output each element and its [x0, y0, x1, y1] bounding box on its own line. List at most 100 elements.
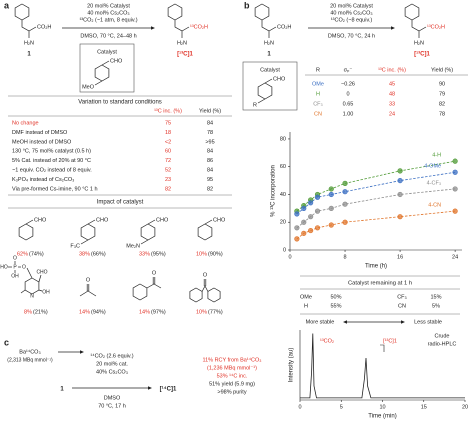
cell: 5%: [432, 303, 440, 309]
bond: [25, 219, 34, 225]
x-tick-label: 0: [288, 254, 291, 260]
x-axis-label: Time (h): [365, 264, 387, 270]
ring: [18, 223, 34, 241]
label: Impact of catalyst: [97, 200, 144, 206]
marker: [294, 225, 300, 231]
annotation: ¹³CO₂: [320, 338, 334, 344]
legend-label: 4-CN: [428, 203, 441, 209]
cell: CN: [398, 303, 406, 309]
label: OH: [11, 273, 19, 279]
bond: [79, 290, 97, 297]
bond: [146, 283, 162, 289]
ring: [257, 82, 273, 100]
marker: [314, 194, 321, 200]
label: Less stable: [414, 319, 442, 325]
bond: [264, 78, 273, 84]
cell: 86: [207, 158, 213, 164]
label: DMSO, 70 °C, 24 h: [328, 33, 375, 39]
label: Yield (%): [199, 108, 221, 114]
cell: 130 °C, 75 mol% catalyst (0.5 h): [12, 149, 91, 155]
x-tick-label: 20: [462, 404, 468, 410]
arrow-head: [391, 26, 395, 30]
label: O: [13, 255, 17, 261]
marker: [314, 208, 321, 214]
label: CHO: [110, 58, 123, 64]
y-tick-label: 40: [280, 192, 286, 198]
label: 20 mol% cat.: [96, 361, 128, 367]
label: ¹⁴CO₂ (2.6 equiv.): [90, 352, 133, 359]
cell: 84: [207, 167, 213, 173]
label: CHO: [96, 217, 109, 223]
label: 20 mol% Catalyst: [87, 3, 130, 9]
marker: [342, 189, 348, 195]
label: >98% purity: [217, 389, 246, 395]
cell: 78: [439, 111, 445, 117]
label: 40 mol% Cs₂CO₃: [87, 10, 129, 16]
cell: 24: [389, 111, 395, 117]
y-axis-label: % ¹³C incorporation: [271, 165, 277, 217]
cell: 33: [389, 101, 395, 107]
bond: [21, 20, 30, 38]
label: c: [4, 337, 9, 347]
cell: CN: [314, 111, 322, 117]
arrow-head: [148, 386, 152, 390]
label: (74%): [29, 251, 44, 257]
label: Catalyst remaining at 1 h: [348, 281, 412, 287]
label: b: [244, 0, 250, 10]
label: (21%): [33, 309, 48, 315]
ring: [254, 3, 270, 21]
label: 20 mol% Catalyst: [330, 3, 373, 9]
label: 14%: [79, 309, 90, 315]
label: 10%: [196, 251, 207, 257]
cell: 50%: [330, 294, 341, 300]
annotation: Crude: [435, 333, 450, 339]
marker: [342, 201, 348, 207]
label: Variation to standard conditions: [78, 100, 162, 106]
label: 11% RCY from Ba¹⁴CO₃: [202, 356, 261, 363]
series-line: [300, 333, 465, 399]
cell: 82: [207, 186, 213, 192]
label: 62%: [17, 251, 28, 257]
marker: [452, 186, 458, 192]
y-tick-label: 60: [280, 164, 286, 170]
marker: [308, 214, 314, 220]
marker: [308, 227, 314, 234]
marker: [294, 236, 300, 242]
cell: 45: [389, 81, 395, 87]
cell: Via pre-formed Cs-imine, 90 °C 1 h: [12, 186, 98, 192]
label: HO: [0, 264, 8, 270]
marker: [301, 230, 307, 236]
cell: −0.26: [341, 81, 355, 87]
label: (66%): [91, 251, 106, 257]
marker: [452, 208, 458, 214]
y-tick-label: 80: [280, 136, 286, 142]
cell: CF₃: [313, 101, 323, 107]
label: ¹³CO₂ (~1 atm, 8 equiv.): [79, 17, 137, 23]
label: H₂N: [264, 40, 274, 46]
cell: 18: [165, 130, 171, 136]
label: 1: [60, 387, 64, 393]
legend-label: 4-H: [432, 153, 441, 159]
label: (95%): [151, 251, 166, 257]
marker: [452, 169, 458, 175]
label: ¹³CO₂ (~8 equiv.): [331, 17, 372, 23]
annotation-arrow: [380, 344, 385, 352]
label: CHO: [273, 76, 286, 82]
label: (94%): [91, 309, 106, 315]
legend-label: 4-OMe: [424, 164, 441, 170]
label: CHO: [156, 217, 169, 223]
arrow-head: [80, 350, 84, 354]
cell: 15%: [430, 294, 441, 300]
label: 14%: [139, 309, 150, 315]
label: OH: [42, 289, 50, 295]
bond: [80, 239, 89, 245]
ring: [14, 3, 30, 21]
bond: [411, 20, 420, 38]
bond: [201, 285, 209, 292]
label: N: [30, 293, 34, 299]
label: H₂N: [24, 40, 34, 46]
ring: [207, 287, 221, 303]
label: 40 mol% Cs₂CO₃: [330, 10, 372, 16]
marker: [308, 200, 314, 206]
